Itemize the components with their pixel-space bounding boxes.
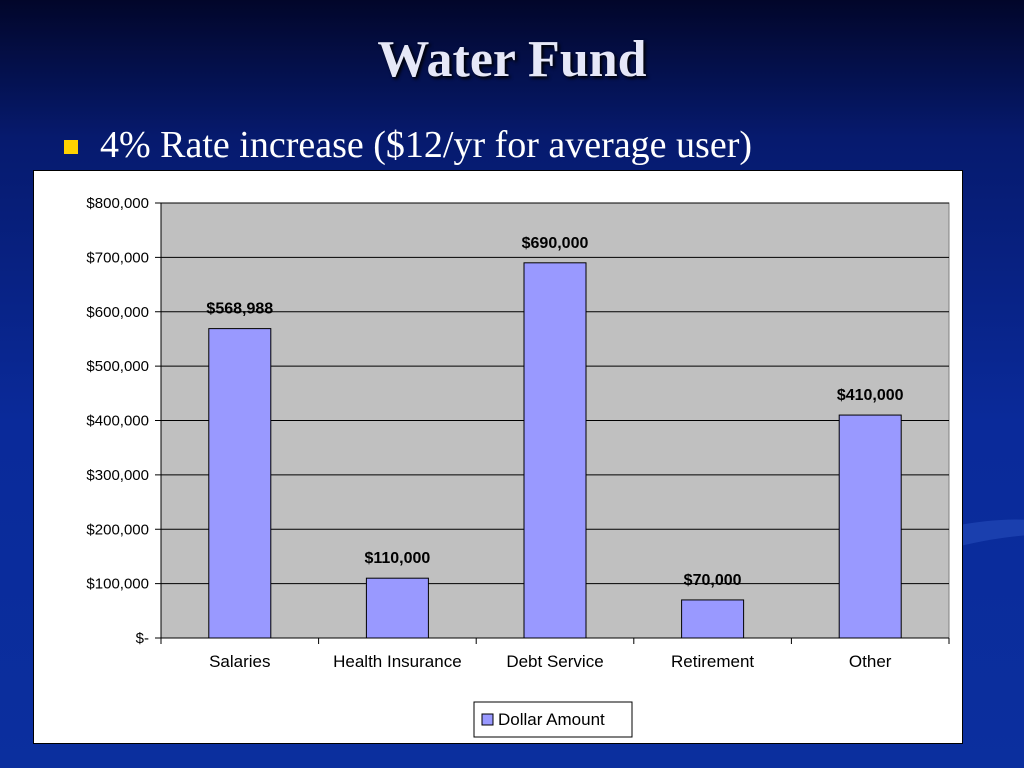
data-label: $568,988: [206, 301, 273, 318]
data-label: $110,000: [364, 550, 430, 567]
bullet-point: 4% Rate increase ($12/yr for average use…: [64, 120, 752, 170]
x-tick-label: Salaries: [209, 652, 270, 671]
bar: [208, 328, 272, 639]
x-tick-label: Health Insurance: [333, 652, 462, 671]
y-axis: $- $100,000 $200,000 $300,000 $400,000 $500,0…: [86, 195, 162, 647]
slide-title: Water Fund: [377, 31, 647, 88]
x-axis: Salaries Health Insurance Debt Service Reti…: [160, 637, 950, 671]
bar: [681, 599, 745, 639]
bars: [208, 262, 902, 639]
bar-chart: $- $100,000 $200,000 $300,000 $400,000 $500,0…: [86, 195, 950, 738]
chart-container: $- $100,000 $200,000 $300,000 $400,000 $500,0…: [33, 170, 963, 744]
y-tick-label: $800,000: [86, 195, 149, 212]
y-tick-label: $-: [136, 630, 149, 647]
legend-swatch: [481, 713, 494, 726]
x-tick-label: Debt Service: [506, 652, 603, 671]
data-label: $690,000: [522, 235, 589, 252]
y-tick-label: $400,000: [86, 413, 149, 430]
legend-label: Dollar Amount: [498, 710, 605, 729]
y-tick-label: $100,000: [86, 576, 149, 593]
bar: [365, 577, 429, 639]
y-tick-label: $600,000: [86, 304, 149, 321]
y-tick-label: $500,000: [86, 358, 149, 375]
bar: [523, 262, 587, 639]
square-bullet-icon: [64, 140, 78, 154]
legend: Dollar Amount: [473, 701, 633, 738]
bar: [838, 414, 902, 639]
y-tick-label: $200,000: [86, 521, 149, 538]
legend-box: [473, 701, 633, 738]
data-label: $70,000: [684, 572, 742, 589]
data-label: $410,000: [837, 387, 904, 404]
y-tick-label: $700,000: [86, 249, 149, 266]
bullet-text: 4% Rate increase ($12/yr for average use…: [100, 124, 753, 166]
y-tick-label: $300,000: [86, 467, 149, 484]
x-tick-label: Retirement: [671, 652, 754, 671]
data-labels: $568,988 $110,000 $690,000 $70,000 $410,000: [206, 235, 903, 589]
x-tick-label: Other: [849, 652, 892, 671]
